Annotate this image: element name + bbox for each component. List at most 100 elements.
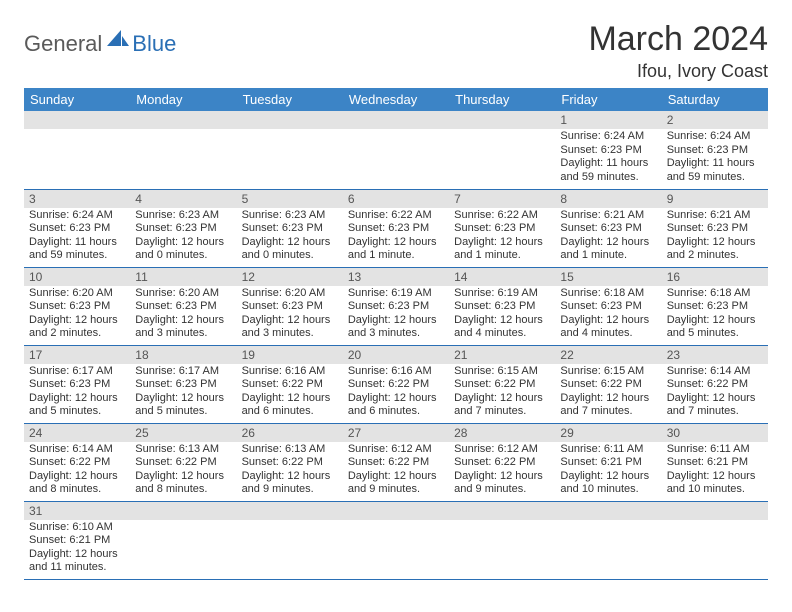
day-number bbox=[343, 502, 449, 520]
daylight-text: Daylight: 12 hours and 1 minute. bbox=[348, 236, 444, 263]
daylight-text: Daylight: 12 hours and 10 minutes. bbox=[667, 470, 763, 497]
day-details: Sunrise: 6:23 AMSunset: 6:23 PMDaylight:… bbox=[237, 208, 343, 266]
sunset-text: Sunset: 6:23 PM bbox=[454, 222, 550, 236]
day-details bbox=[449, 129, 555, 184]
calendar-day-cell: 21Sunrise: 6:15 AMSunset: 6:22 PMDayligh… bbox=[449, 345, 555, 423]
daylight-text: Daylight: 12 hours and 5 minutes. bbox=[29, 392, 125, 419]
day-details bbox=[343, 520, 449, 575]
calendar-day-cell: 13Sunrise: 6:19 AMSunset: 6:23 PMDayligh… bbox=[343, 267, 449, 345]
sunset-text: Sunset: 6:22 PM bbox=[242, 456, 338, 470]
sunrise-text: Sunrise: 6:24 AM bbox=[29, 209, 125, 223]
daylight-text: Daylight: 12 hours and 10 minutes. bbox=[560, 470, 656, 497]
day-number: 16 bbox=[662, 268, 768, 286]
sunset-text: Sunset: 6:21 PM bbox=[560, 456, 656, 470]
day-number: 17 bbox=[24, 346, 130, 364]
sunrise-text: Sunrise: 6:24 AM bbox=[667, 130, 763, 144]
sunset-text: Sunset: 6:22 PM bbox=[348, 378, 444, 392]
day-details: Sunrise: 6:12 AMSunset: 6:22 PMDaylight:… bbox=[449, 442, 555, 500]
daylight-text: Daylight: 12 hours and 9 minutes. bbox=[454, 470, 550, 497]
sunrise-text: Sunrise: 6:23 AM bbox=[242, 209, 338, 223]
sunrise-text: Sunrise: 6:18 AM bbox=[560, 287, 656, 301]
day-details: Sunrise: 6:14 AMSunset: 6:22 PMDaylight:… bbox=[24, 442, 130, 500]
day-details: Sunrise: 6:21 AMSunset: 6:23 PMDaylight:… bbox=[662, 208, 768, 266]
day-number bbox=[449, 502, 555, 520]
sunrise-text: Sunrise: 6:20 AM bbox=[29, 287, 125, 301]
day-number bbox=[237, 111, 343, 129]
day-number: 26 bbox=[237, 424, 343, 442]
day-details: Sunrise: 6:13 AMSunset: 6:22 PMDaylight:… bbox=[237, 442, 343, 500]
day-number: 18 bbox=[130, 346, 236, 364]
daylight-text: Daylight: 12 hours and 2 minutes. bbox=[667, 236, 763, 263]
calendar-day-cell: 18Sunrise: 6:17 AMSunset: 6:23 PMDayligh… bbox=[130, 345, 236, 423]
sunset-text: Sunset: 6:23 PM bbox=[29, 378, 125, 392]
calendar-week-row: 3Sunrise: 6:24 AMSunset: 6:23 PMDaylight… bbox=[24, 189, 768, 267]
sunset-text: Sunset: 6:22 PM bbox=[454, 456, 550, 470]
calendar-day-cell: 3Sunrise: 6:24 AMSunset: 6:23 PMDaylight… bbox=[24, 189, 130, 267]
title-block: March 2024 Ifou, Ivory Coast bbox=[588, 20, 768, 82]
daylight-text: Daylight: 12 hours and 2 minutes. bbox=[29, 314, 125, 341]
daylight-text: Daylight: 12 hours and 3 minutes. bbox=[135, 314, 231, 341]
calendar-day-cell bbox=[662, 501, 768, 579]
sunrise-text: Sunrise: 6:17 AM bbox=[135, 365, 231, 379]
sunrise-text: Sunrise: 6:21 AM bbox=[560, 209, 656, 223]
day-number bbox=[24, 111, 130, 129]
weekday-header: Tuesday bbox=[237, 88, 343, 111]
day-details: Sunrise: 6:20 AMSunset: 6:23 PMDaylight:… bbox=[24, 286, 130, 344]
day-number: 21 bbox=[449, 346, 555, 364]
weekday-header: Sunday bbox=[24, 88, 130, 111]
calendar-day-cell: 17Sunrise: 6:17 AMSunset: 6:23 PMDayligh… bbox=[24, 345, 130, 423]
sunrise-text: Sunrise: 6:19 AM bbox=[454, 287, 550, 301]
day-number: 29 bbox=[555, 424, 661, 442]
daylight-text: Daylight: 12 hours and 7 minutes. bbox=[454, 392, 550, 419]
sunset-text: Sunset: 6:21 PM bbox=[667, 456, 763, 470]
calendar-day-cell: 4Sunrise: 6:23 AMSunset: 6:23 PMDaylight… bbox=[130, 189, 236, 267]
day-number: 25 bbox=[130, 424, 236, 442]
calendar-day-cell: 10Sunrise: 6:20 AMSunset: 6:23 PMDayligh… bbox=[24, 267, 130, 345]
day-details: Sunrise: 6:22 AMSunset: 6:23 PMDaylight:… bbox=[343, 208, 449, 266]
daylight-text: Daylight: 12 hours and 1 minute. bbox=[560, 236, 656, 263]
daylight-text: Daylight: 12 hours and 9 minutes. bbox=[348, 470, 444, 497]
day-number: 23 bbox=[662, 346, 768, 364]
daylight-text: Daylight: 12 hours and 8 minutes. bbox=[29, 470, 125, 497]
day-number: 7 bbox=[449, 190, 555, 208]
day-number bbox=[343, 111, 449, 129]
calendar-day-cell: 2Sunrise: 6:24 AMSunset: 6:23 PMDaylight… bbox=[662, 111, 768, 189]
day-number: 30 bbox=[662, 424, 768, 442]
calendar-day-cell: 7Sunrise: 6:22 AMSunset: 6:23 PMDaylight… bbox=[449, 189, 555, 267]
day-number: 31 bbox=[24, 502, 130, 520]
calendar-day-cell bbox=[343, 111, 449, 189]
day-number: 9 bbox=[662, 190, 768, 208]
sunset-text: Sunset: 6:22 PM bbox=[348, 456, 444, 470]
day-details bbox=[343, 129, 449, 184]
calendar-day-cell: 27Sunrise: 6:12 AMSunset: 6:22 PMDayligh… bbox=[343, 423, 449, 501]
sunrise-text: Sunrise: 6:13 AM bbox=[135, 443, 231, 457]
day-number: 1 bbox=[555, 111, 661, 129]
sunrise-text: Sunrise: 6:20 AM bbox=[242, 287, 338, 301]
calendar-day-cell bbox=[130, 111, 236, 189]
day-details bbox=[555, 520, 661, 575]
calendar-day-cell bbox=[130, 501, 236, 579]
day-details: Sunrise: 6:18 AMSunset: 6:23 PMDaylight:… bbox=[662, 286, 768, 344]
sunrise-text: Sunrise: 6:17 AM bbox=[29, 365, 125, 379]
calendar-day-cell: 28Sunrise: 6:12 AMSunset: 6:22 PMDayligh… bbox=[449, 423, 555, 501]
day-number bbox=[555, 502, 661, 520]
day-details bbox=[24, 129, 130, 184]
daylight-text: Daylight: 12 hours and 3 minutes. bbox=[242, 314, 338, 341]
day-details: Sunrise: 6:16 AMSunset: 6:22 PMDaylight:… bbox=[343, 364, 449, 422]
logo-word-2: Blue bbox=[132, 31, 176, 57]
day-details: Sunrise: 6:20 AMSunset: 6:23 PMDaylight:… bbox=[237, 286, 343, 344]
daylight-text: Daylight: 12 hours and 0 minutes. bbox=[135, 236, 231, 263]
calendar-day-cell: 29Sunrise: 6:11 AMSunset: 6:21 PMDayligh… bbox=[555, 423, 661, 501]
weekday-header-row: Sunday Monday Tuesday Wednesday Thursday… bbox=[24, 88, 768, 111]
calendar-week-row: 31Sunrise: 6:10 AMSunset: 6:21 PMDayligh… bbox=[24, 501, 768, 579]
daylight-text: Daylight: 12 hours and 7 minutes. bbox=[560, 392, 656, 419]
sunrise-text: Sunrise: 6:16 AM bbox=[348, 365, 444, 379]
day-number: 8 bbox=[555, 190, 661, 208]
day-details: Sunrise: 6:15 AMSunset: 6:22 PMDaylight:… bbox=[555, 364, 661, 422]
day-details: Sunrise: 6:23 AMSunset: 6:23 PMDaylight:… bbox=[130, 208, 236, 266]
sunrise-text: Sunrise: 6:18 AM bbox=[667, 287, 763, 301]
sunset-text: Sunset: 6:23 PM bbox=[667, 222, 763, 236]
sunrise-text: Sunrise: 6:16 AM bbox=[242, 365, 338, 379]
calendar-day-cell: 16Sunrise: 6:18 AMSunset: 6:23 PMDayligh… bbox=[662, 267, 768, 345]
sunrise-text: Sunrise: 6:23 AM bbox=[135, 209, 231, 223]
